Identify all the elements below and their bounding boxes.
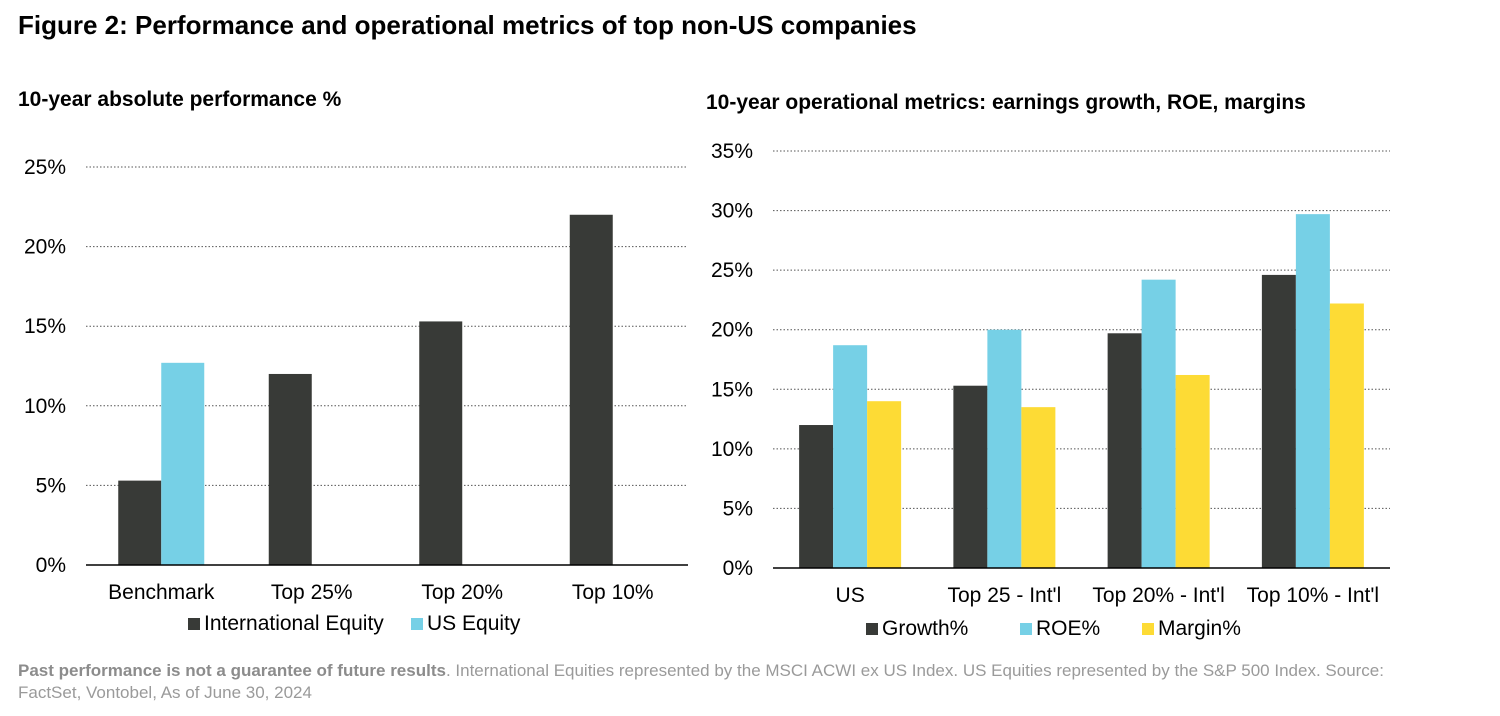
bar bbox=[833, 345, 868, 568]
x-category-label: Top 25% bbox=[271, 581, 353, 604]
bar bbox=[569, 214, 613, 565]
y-tick-label: 25% bbox=[24, 156, 66, 179]
legend-label: International Equity bbox=[204, 612, 384, 635]
y-tick-label: 10% bbox=[24, 395, 66, 418]
footnote: Past performance is not a guarantee of f… bbox=[18, 660, 1418, 704]
bar bbox=[268, 373, 312, 565]
y-tick-label: 0% bbox=[36, 554, 66, 577]
x-category-label: Top 20% - Int'l bbox=[1092, 584, 1224, 607]
y-tick-label: 30% bbox=[711, 200, 753, 223]
y-tick-label: 20% bbox=[24, 236, 66, 259]
bar bbox=[419, 321, 463, 565]
bar bbox=[161, 362, 205, 565]
bar bbox=[118, 480, 162, 565]
y-tick-label: 5% bbox=[723, 497, 753, 520]
y-tick-label: 15% bbox=[711, 378, 753, 401]
x-category-label: Top 25 - Int'l bbox=[948, 584, 1062, 607]
y-tick-label: 25% bbox=[711, 259, 753, 282]
legend-label: ROE% bbox=[1036, 617, 1100, 640]
y-tick-label: 15% bbox=[24, 315, 66, 338]
y-tick-label: 5% bbox=[36, 474, 66, 497]
legend-swatch bbox=[866, 623, 878, 635]
x-category-label: Top 10% bbox=[572, 581, 654, 604]
bar bbox=[1329, 303, 1364, 568]
y-tick-label: 20% bbox=[711, 319, 753, 342]
bar bbox=[1295, 214, 1330, 568]
bar bbox=[1107, 333, 1142, 568]
bar bbox=[867, 401, 902, 568]
legend-label: Margin% bbox=[1158, 617, 1241, 640]
footnote-text: . International Equities represented by … bbox=[18, 661, 1384, 702]
x-category-label: US bbox=[836, 584, 865, 607]
legend-swatch bbox=[1020, 623, 1032, 635]
x-category-label: Top 10% - Int'l bbox=[1247, 584, 1379, 607]
y-tick-label: 0% bbox=[723, 557, 753, 580]
x-category-label: Top 20% bbox=[421, 581, 503, 604]
figure-title: Figure 2: Performance and operational me… bbox=[18, 10, 917, 40]
bar bbox=[799, 425, 834, 568]
bar bbox=[1141, 279, 1176, 568]
y-tick-label: 10% bbox=[711, 438, 753, 461]
bar bbox=[1021, 407, 1056, 568]
left-chart-title: 10-year absolute performance % bbox=[18, 88, 342, 111]
legend-swatch bbox=[411, 618, 423, 630]
legend-swatch bbox=[1142, 623, 1154, 635]
y-tick-label: 35% bbox=[711, 140, 753, 163]
bar bbox=[1261, 274, 1296, 568]
bar bbox=[987, 329, 1022, 568]
legend-label: Growth% bbox=[882, 617, 968, 640]
legend-swatch bbox=[188, 618, 200, 630]
legend-label: US Equity bbox=[427, 612, 521, 635]
bar bbox=[953, 385, 988, 568]
bar bbox=[1175, 374, 1210, 568]
footnote-bold: Past performance is not a guarantee of f… bbox=[18, 661, 446, 680]
x-category-label: Benchmark bbox=[108, 581, 215, 604]
right-chart-title: 10-year operational metrics: earnings gr… bbox=[706, 91, 1306, 114]
